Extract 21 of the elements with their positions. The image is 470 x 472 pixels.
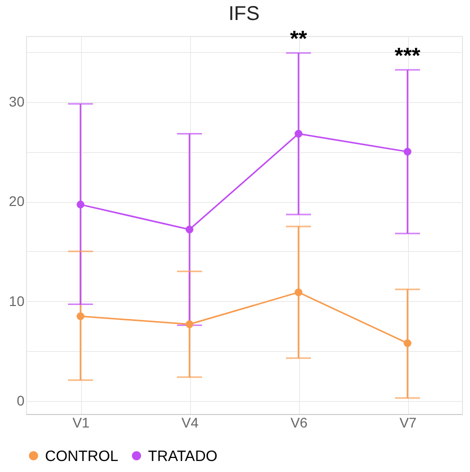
legend-label: CONTROL: [45, 448, 118, 465]
x-tick-label: V1: [72, 414, 90, 430]
legend-label: TRATADO: [148, 448, 218, 465]
point: [294, 288, 302, 296]
point: [186, 226, 194, 234]
annotation: ***: [394, 42, 421, 68]
point: [76, 200, 84, 208]
y-tick-label: 0: [16, 392, 25, 409]
point: [404, 339, 412, 348]
x-tick-label: V4: [181, 414, 199, 430]
point: [76, 312, 84, 320]
point: [186, 320, 194, 328]
point: [294, 130, 302, 138]
y-tick-label: 20: [8, 193, 25, 210]
y-tick-label: 30: [8, 93, 25, 110]
y-tick-label: 10: [8, 292, 25, 309]
chart-title: IFS: [228, 2, 260, 25]
x-tick-label: V7: [399, 414, 417, 430]
point: [404, 148, 412, 156]
annotation: **: [290, 26, 308, 51]
x-tick-label: V6: [290, 414, 308, 430]
